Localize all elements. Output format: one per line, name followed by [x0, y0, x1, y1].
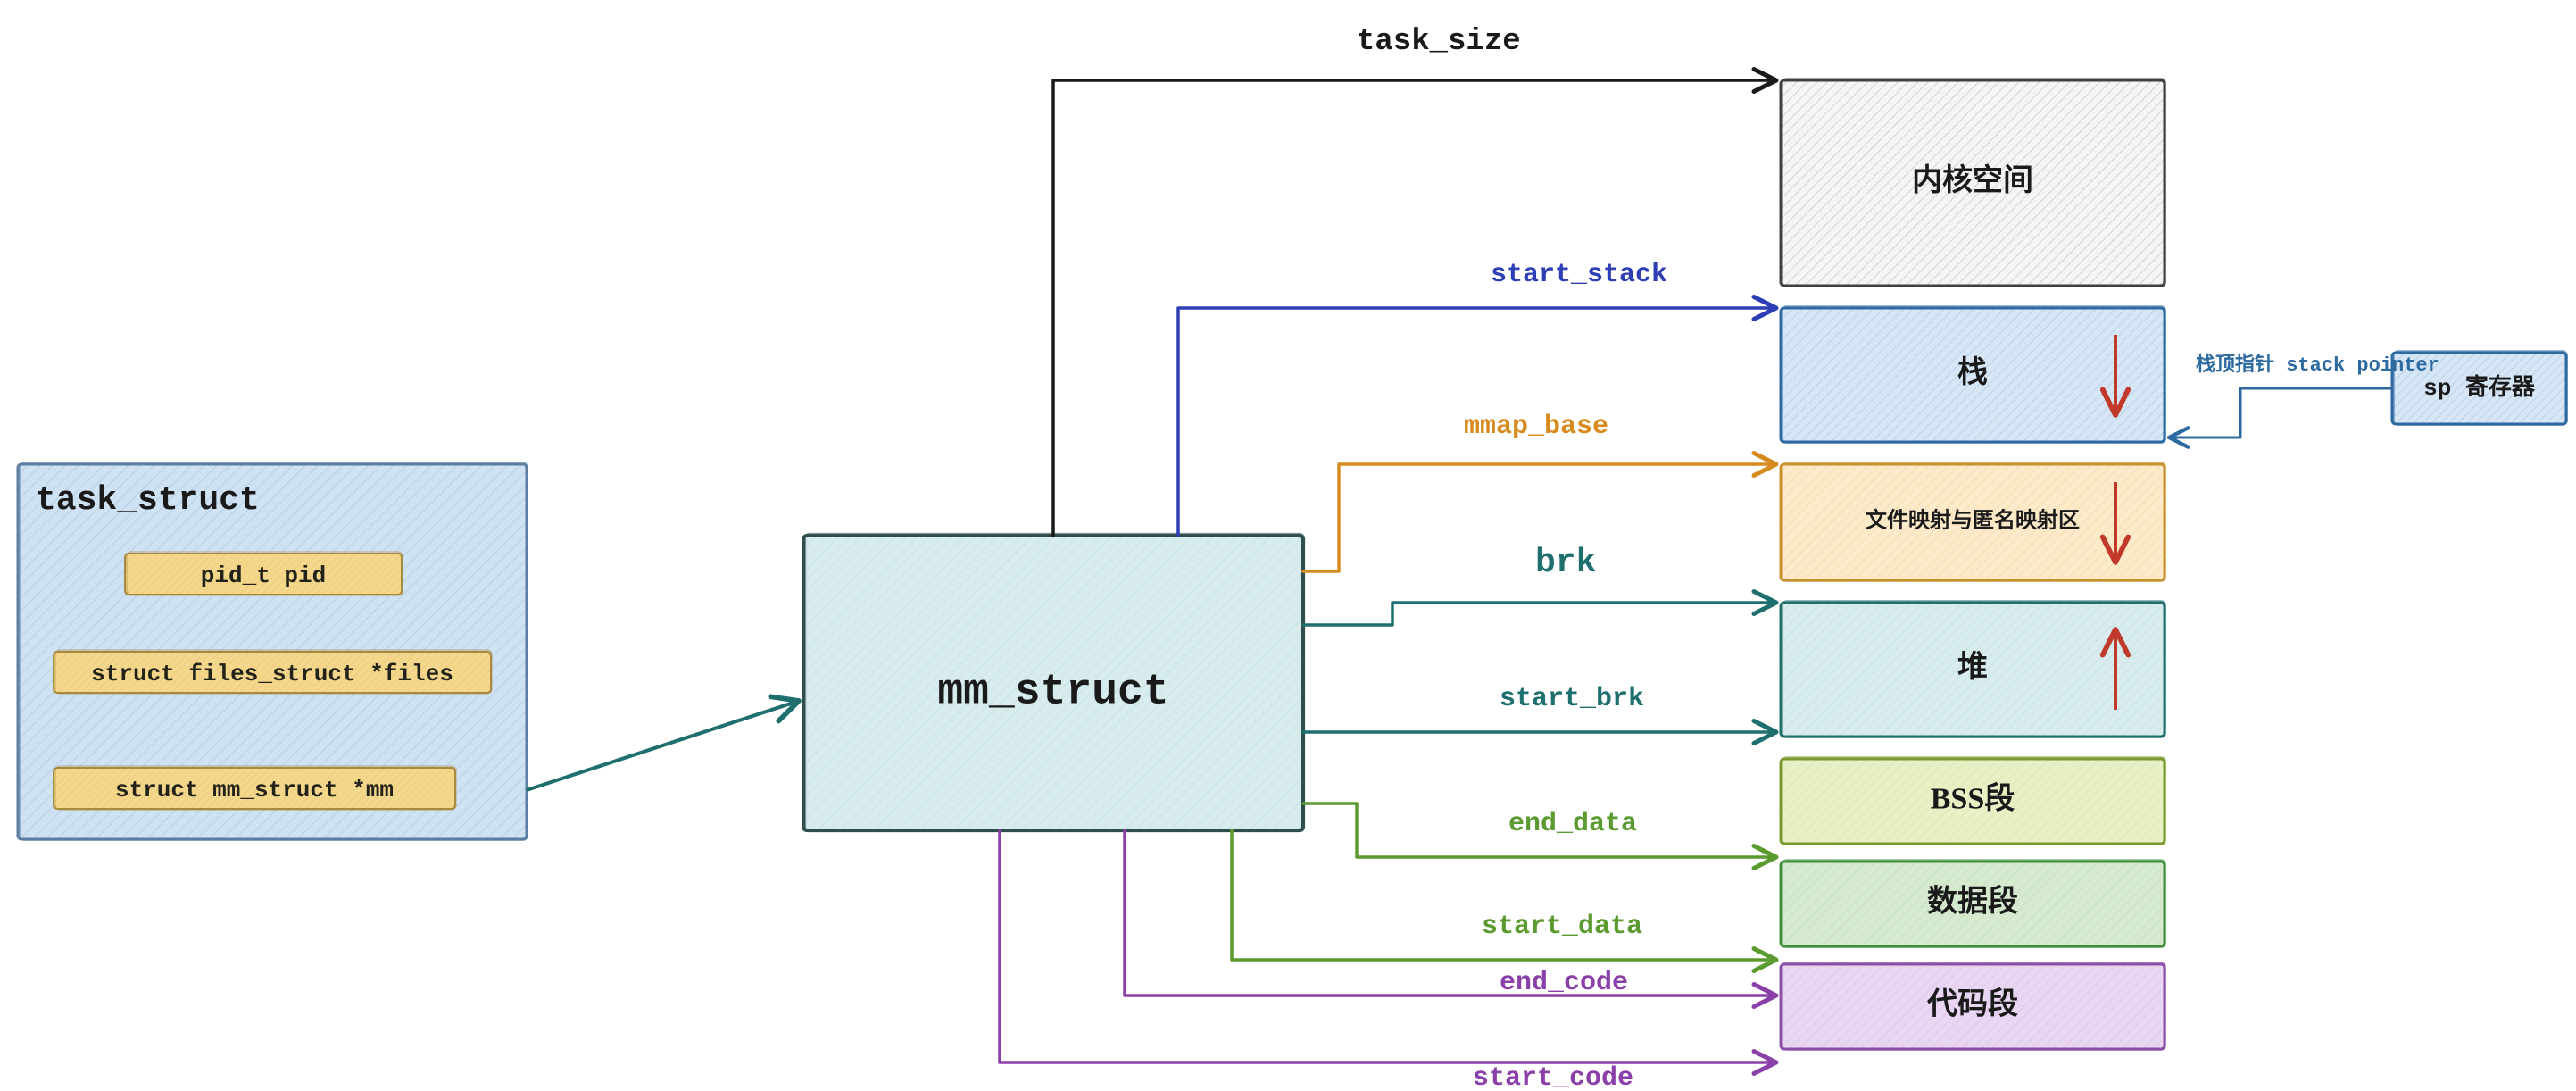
region-mmap-label: 文件映射与匿名映射区	[1866, 508, 2080, 533]
task-struct-field: struct files_struct *files	[54, 650, 492, 694]
pointer-label-end_data: end_data	[1508, 809, 1637, 839]
region-code: 代码段	[1781, 962, 2165, 1050]
pointer-label-start_brk: start_brk	[1500, 684, 1644, 714]
pointer-label-mmap_base: mmap_base	[1464, 412, 1608, 442]
region-stack-label: 栈	[1957, 355, 1988, 389]
pointer-arrow-brk	[1303, 603, 1776, 625]
pointer-label-end_code: end_code	[1500, 968, 1628, 998]
pointer-arrow-start_code	[1000, 830, 1776, 1062]
region-bss: BSS段	[1781, 757, 2165, 845]
mm-struct-title: mm_struct	[937, 669, 1168, 717]
task-struct-field: pid_t pid	[125, 552, 403, 595]
pointer-label-task_size: task_size	[1357, 25, 1521, 59]
region-kernel: 内核空间	[1781, 79, 2165, 287]
pointer-label-start_data: start_data	[1482, 912, 1642, 942]
pointer-label-brk: brk	[1535, 544, 1596, 582]
sp-pointer-arrow	[2169, 388, 2392, 437]
pointer-label-start_stack: start_stack	[1491, 260, 1667, 290]
region-code-label: 代码段	[1926, 986, 2018, 1020]
region-heap: 堆	[1781, 601, 2165, 737]
task-struct-field-label: pid_t pid	[201, 562, 326, 589]
task-struct-field-label: struct files_struct *files	[91, 661, 453, 687]
sp-pointer-label: 栈顶指针 stack pointer	[2196, 353, 2439, 377]
mm-struct-box: mm_struct	[803, 534, 1304, 831]
pointer-arrow-end_code	[1125, 830, 1776, 995]
task-struct-field-label: struct mm_struct *mm	[115, 777, 394, 804]
region-data-label: 数据段	[1927, 883, 2018, 918]
pointer-label-start_code: start_code	[1473, 1063, 1633, 1091]
region-mmap: 文件映射与匿名映射区	[1781, 462, 2165, 581]
region-kernel-label: 内核空间	[1912, 163, 2033, 197]
task-to-mm-arrow	[527, 701, 799, 790]
region-bss-label: BSS段	[1931, 780, 2015, 815]
region-stack: 栈	[1781, 306, 2165, 443]
region-data: 数据段	[1781, 860, 2165, 947]
region-heap-label: 堆	[1957, 650, 1988, 684]
task-struct-field: struct mm_struct *mm	[54, 766, 456, 810]
task-struct-title: task_struct	[36, 481, 260, 520]
sp-register-label: sp 寄存器	[2423, 373, 2536, 402]
